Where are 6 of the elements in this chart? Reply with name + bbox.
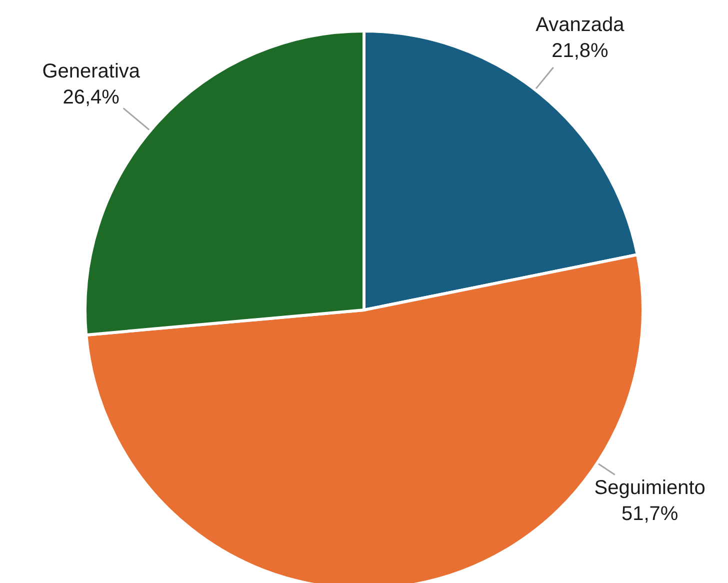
slice-label: Seguimiento bbox=[594, 476, 706, 499]
slice-label: Generativa bbox=[42, 60, 141, 82]
slice-label: Avanzada bbox=[536, 14, 626, 36]
data-label: 51,7% bbox=[621, 502, 678, 525]
data-label: 21,8% bbox=[552, 40, 609, 62]
data-label: 26,4% bbox=[62, 86, 120, 108]
